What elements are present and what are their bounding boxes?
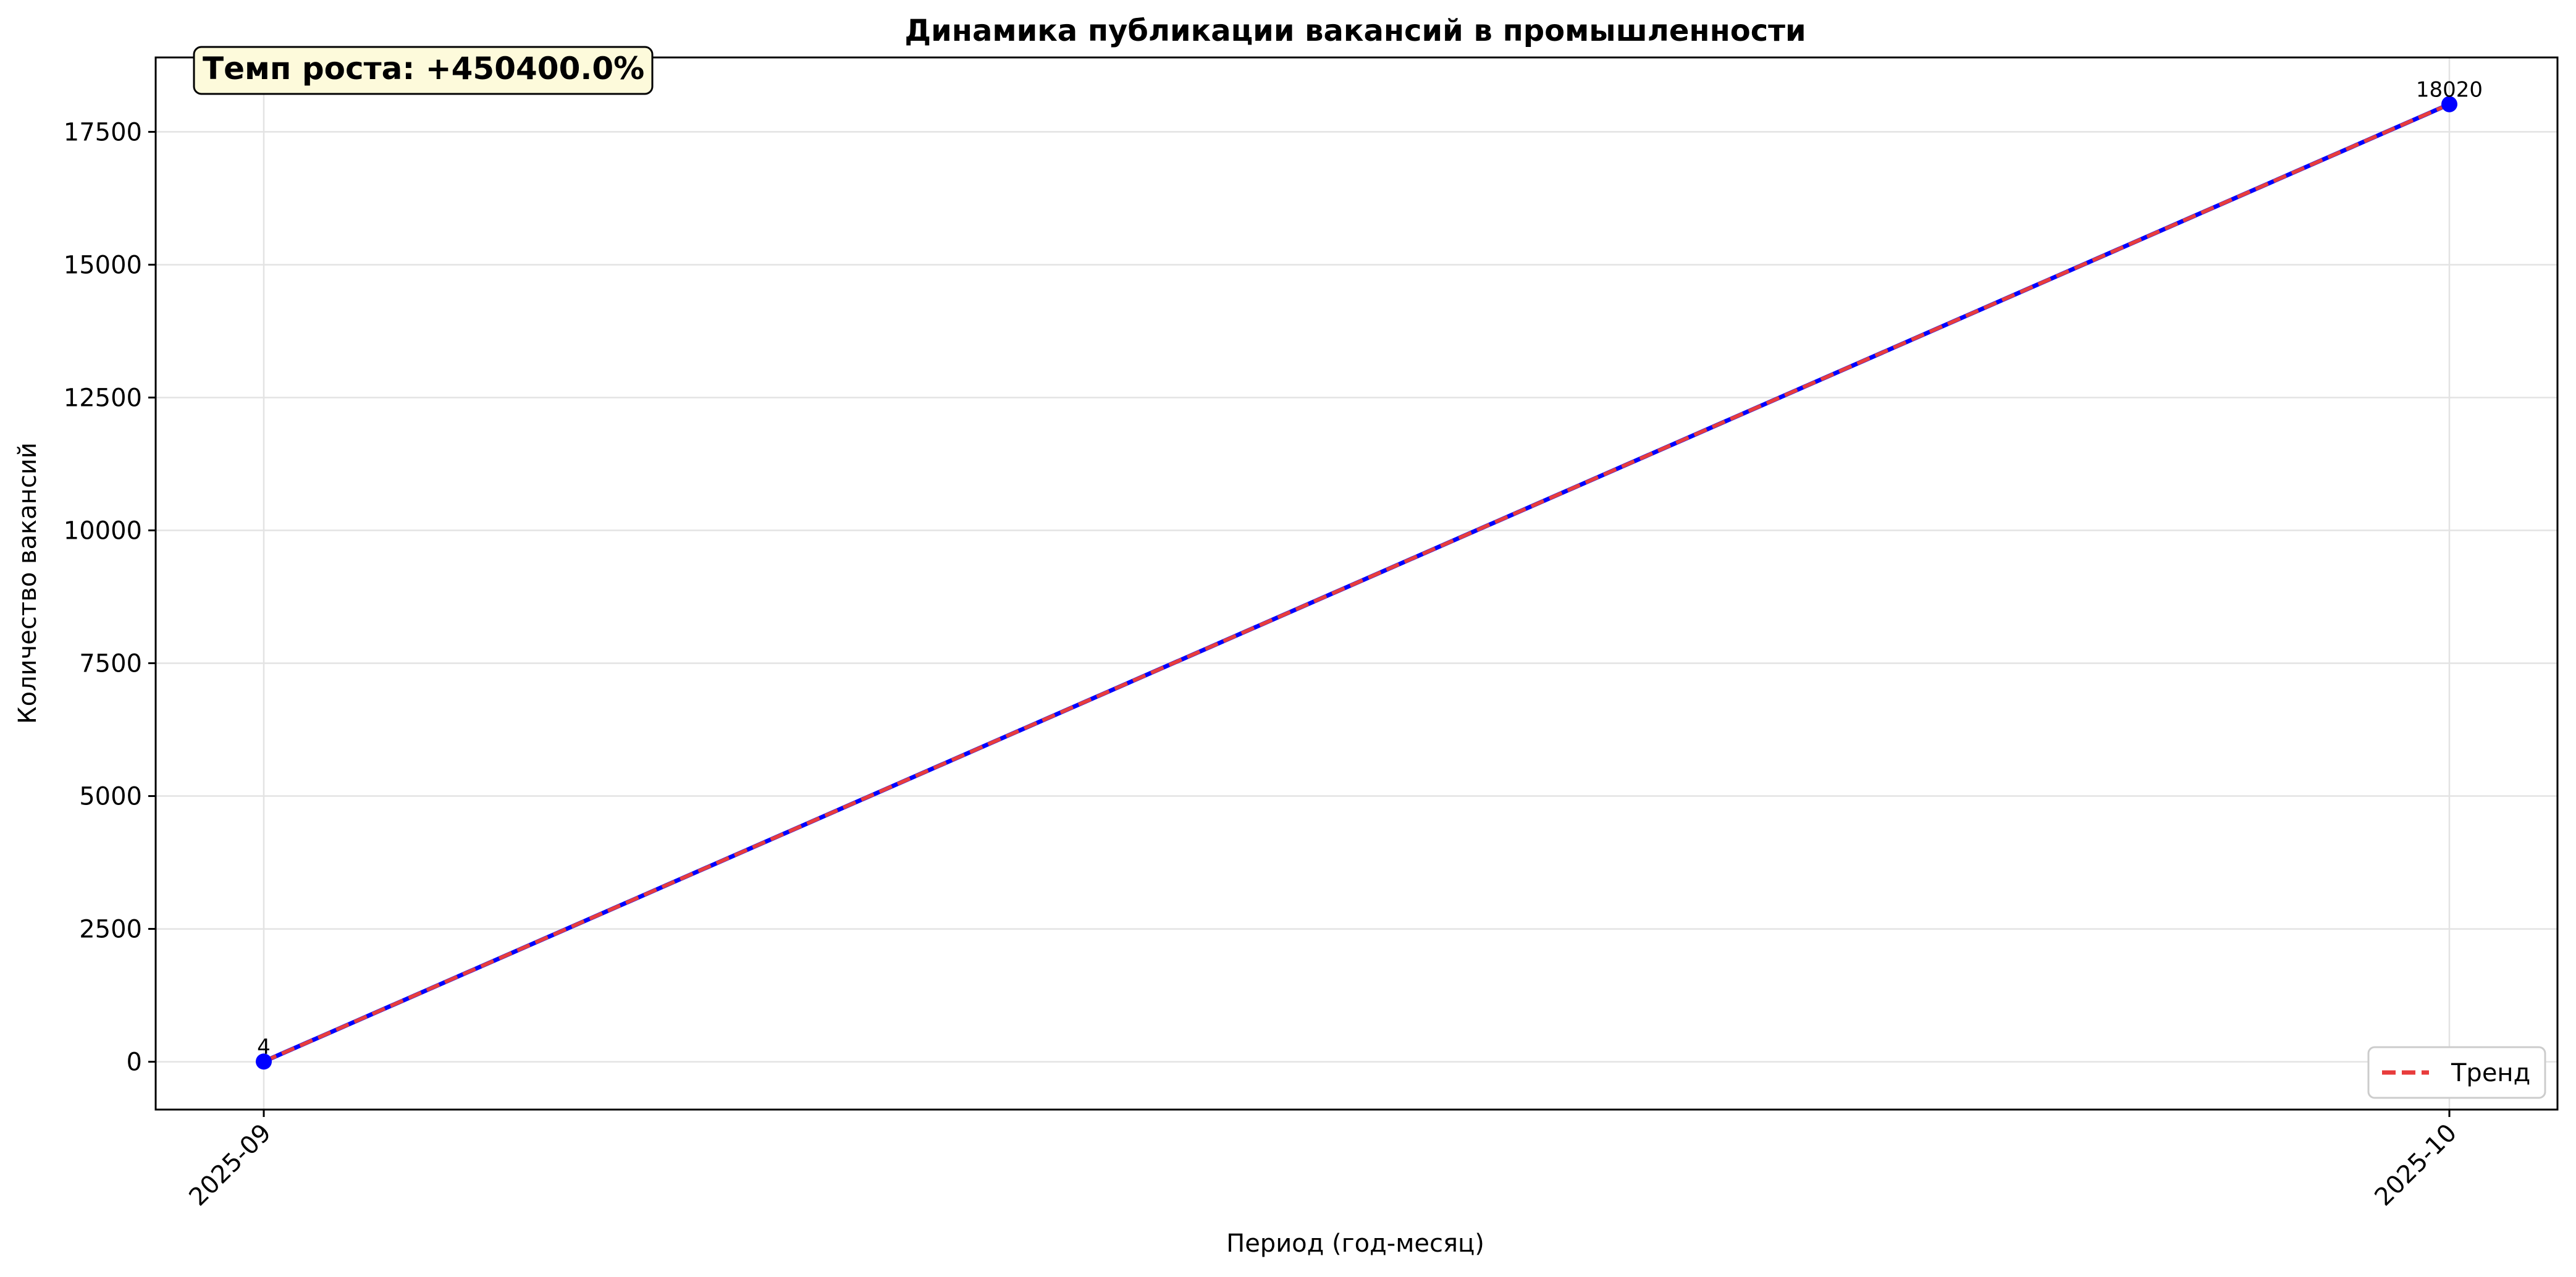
y-tick-label: 12500	[64, 384, 142, 412]
y-tick-label: 0	[127, 1048, 142, 1077]
growth-annotation-text: Темп роста: +450400.0%	[203, 51, 644, 86]
y-tick-label: 15000	[64, 251, 142, 279]
growth-annotation: Темп роста: +450400.0%	[193, 46, 654, 95]
data-point	[256, 1053, 272, 1070]
legend-label-trend: Тренд	[2451, 1059, 2530, 1087]
y-tick-label: 17500	[64, 118, 142, 146]
grid	[156, 57, 2557, 1110]
legend: Тренд	[2367, 1046, 2546, 1099]
data-label: 18020	[2416, 78, 2483, 103]
legend-box	[2367, 1046, 2546, 1099]
y-tick-label: 5000	[79, 783, 142, 811]
plot-frame	[154, 56, 2559, 1111]
y-axis-label: Количество вакансий	[14, 442, 42, 724]
growth-annotation-box	[193, 46, 654, 95]
chart-title: Динамика публикации вакансий в промышлен…	[904, 14, 1806, 48]
y-tick-label: 10000	[64, 516, 142, 545]
y-tick-label: 7500	[79, 650, 142, 678]
series: 4 18020	[256, 78, 2483, 1070]
x-tick-label: 2025-10	[2369, 1119, 2462, 1212]
data-label: 4	[257, 1035, 271, 1060]
x-tick-label: 2025-09	[183, 1119, 277, 1212]
series-line-trend	[263, 102, 2451, 1063]
x-axis-label: Период (год-месяц)	[1226, 1229, 1484, 1258]
data-point	[2441, 96, 2457, 112]
y-tick-label: 2500	[79, 916, 142, 944]
